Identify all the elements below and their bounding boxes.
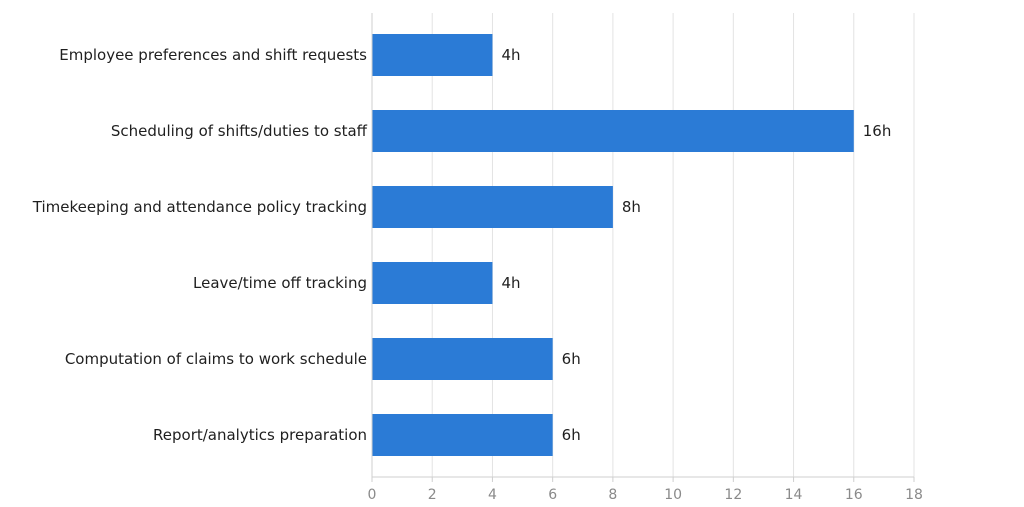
category-label: Employee preferences and shift requests <box>59 46 367 64</box>
x-tick-label: 12 <box>724 487 742 503</box>
data-label: 6h <box>562 426 581 444</box>
value-labels: 4h 16h 8h 4h 6h 6h <box>501 46 891 444</box>
bar <box>372 338 553 380</box>
bars <box>372 34 854 456</box>
x-tick-label: 16 <box>845 487 863 503</box>
x-tick-label: 10 <box>664 487 682 503</box>
category-label: Computation of claims to work schedule <box>65 350 367 368</box>
x-tick-label: 0 <box>368 487 377 503</box>
x-tick-label: 18 <box>905 487 923 503</box>
category-label: Leave/time off tracking <box>193 274 367 292</box>
data-label: 8h <box>622 198 641 216</box>
x-axis: 0 2 4 6 8 10 12 14 16 18 <box>368 13 923 503</box>
bar <box>372 262 493 304</box>
data-label: 4h <box>501 46 520 64</box>
bar <box>372 414 553 456</box>
grid-lines <box>431 13 915 477</box>
data-label: 6h <box>562 350 581 368</box>
category-labels: Employee preferences and shift requests S… <box>32 46 368 444</box>
category-label: Report/analytics preparation <box>153 426 367 444</box>
bar <box>372 110 854 152</box>
data-label: 16h <box>863 122 892 140</box>
category-label: Timekeeping and attendance policy tracki… <box>32 198 367 216</box>
x-tick-label: 2 <box>428 487 437 503</box>
bar <box>372 186 613 228</box>
x-tick-label: 4 <box>488 487 497 503</box>
data-label: 4h <box>501 274 520 292</box>
x-tick-label: 6 <box>548 487 557 503</box>
x-tick-label: 8 <box>608 487 617 503</box>
x-tick-label: 14 <box>785 487 803 503</box>
category-label: Scheduling of shifts/duties to staff <box>111 122 368 140</box>
bar <box>372 34 493 76</box>
